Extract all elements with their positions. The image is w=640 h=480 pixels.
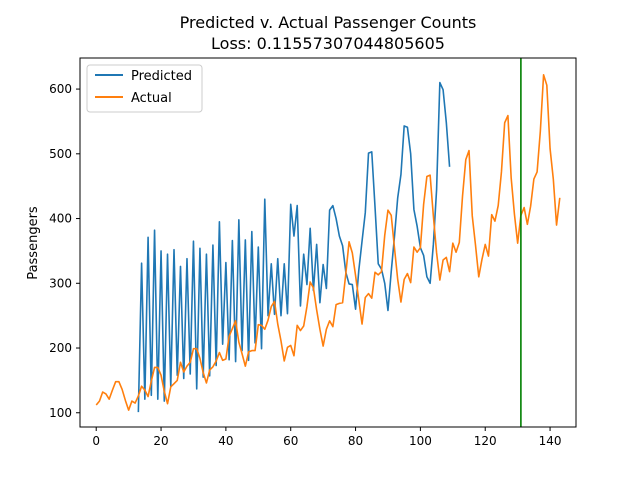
x-tick-label: 140 <box>539 434 562 448</box>
chart-subtitle: Loss: 0.11557307044805605 <box>211 34 445 53</box>
x-tick-label: 20 <box>153 434 168 448</box>
legend-label-actual: Actual <box>131 91 172 106</box>
x-tick-label: 40 <box>218 434 233 448</box>
legend-box <box>86 64 203 113</box>
y-tick-label: 100 <box>49 406 72 420</box>
y-axis: 100 200 300 400 500 600 <box>49 82 80 420</box>
series-line-predicted <box>137 81 451 413</box>
y-tick-label: 300 <box>49 276 72 290</box>
x-tick-label: 100 <box>409 434 432 448</box>
series-lines <box>95 74 561 413</box>
x-axis: 0 20 40 60 80 100 120 140 <box>92 427 562 448</box>
y-tick-label: 600 <box>49 82 72 96</box>
series-line-actual <box>95 74 561 411</box>
x-tick-label: 0 <box>92 434 100 448</box>
legend-label-predicted: Predicted <box>131 69 192 84</box>
y-tick-label: 400 <box>49 212 72 226</box>
y-tick-label: 500 <box>49 147 72 161</box>
x-tick-label: 80 <box>348 434 363 448</box>
x-tick-label: 120 <box>474 434 497 448</box>
y-axis-label: Passengers <box>26 206 41 280</box>
legend: Predicted Actual <box>86 64 203 113</box>
chart-title: Predicted v. Actual Passenger Counts <box>180 13 477 32</box>
plot-area-frame <box>79 57 577 428</box>
y-tick-label: 200 <box>49 341 72 355</box>
x-tick-label: 60 <box>283 434 298 448</box>
